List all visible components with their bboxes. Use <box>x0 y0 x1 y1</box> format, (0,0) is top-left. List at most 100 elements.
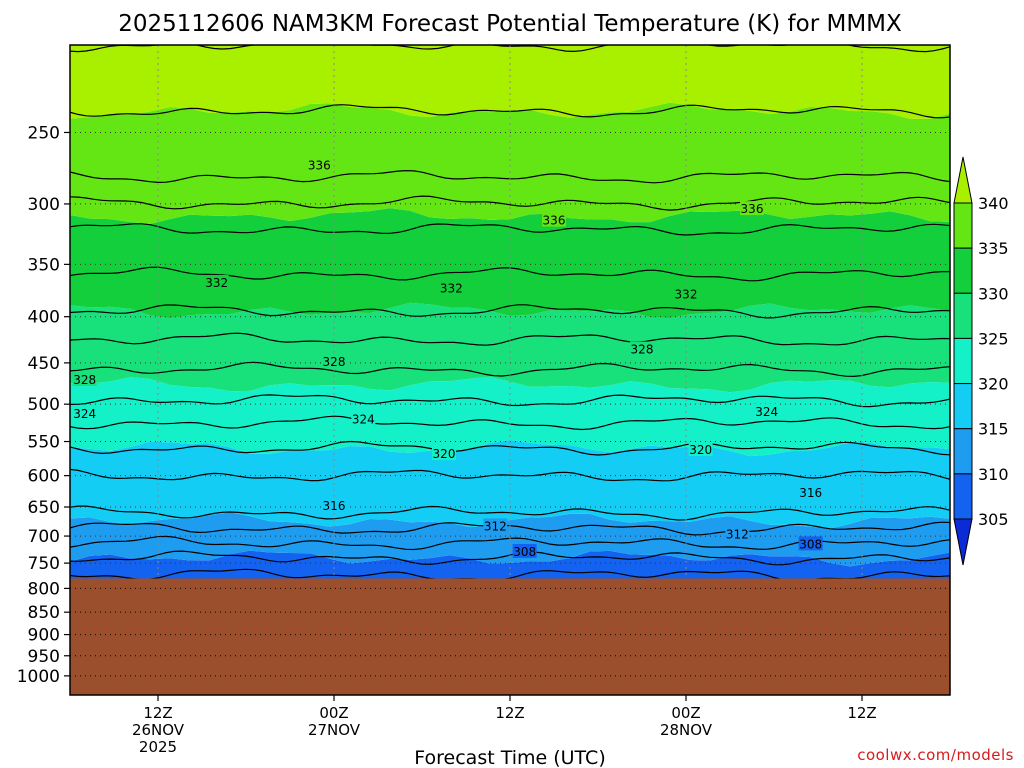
colorbar-label-310: 310 <box>978 465 1009 484</box>
credit-text: coolwx.com/models <box>857 746 1014 764</box>
colorbar-label-315: 315 <box>978 420 1009 439</box>
contour-label-332: 332 <box>675 288 698 302</box>
contour-label-324: 324 <box>352 413 375 427</box>
contour-label-324: 324 <box>755 405 778 419</box>
y-tick-label-600: 600 <box>28 467 60 487</box>
x-tick-label-6-0: 12Z <box>143 704 172 722</box>
x-tick-label-30-0: 12Z <box>495 704 524 722</box>
contour-label-bg <box>351 411 376 426</box>
contour-label-bg <box>72 406 97 421</box>
contour-label-bg <box>688 441 713 456</box>
contour-label-bg <box>630 341 654 356</box>
fill-band-5 <box>70 302 950 393</box>
contour-330 <box>70 304 950 319</box>
contour-320 <box>70 440 950 456</box>
terrain-fill <box>70 578 950 695</box>
contour-label-308: 308 <box>513 545 536 559</box>
contour-label-bg <box>432 446 456 461</box>
y-tick-label-1000: 1000 <box>17 667 60 687</box>
y-tick-label-350: 350 <box>28 255 60 275</box>
y-tick-label-450: 450 <box>28 354 60 374</box>
colorbar-label-340: 340 <box>978 194 1009 213</box>
contour-label-bg <box>307 157 332 172</box>
contour-label-328: 328 <box>323 355 346 369</box>
y-tick-label-750: 750 <box>28 554 60 574</box>
contour-label-316: 316 <box>799 486 822 500</box>
y-tick-label-900: 900 <box>28 626 60 646</box>
colorbar-label-325: 325 <box>978 329 1009 348</box>
y-tick-label-650: 650 <box>28 498 60 518</box>
chart-title: 2025112606 NAM3KM Forecast Potential Tem… <box>118 11 902 37</box>
contour-label-308: 308 <box>799 537 822 551</box>
contour-label-bg <box>483 518 508 533</box>
contour-label-bg <box>72 371 97 386</box>
contour-labels: 336 336 336 332 332 332 328 328 328 324 324 324 320 3… <box>72 157 823 559</box>
colorbar-segment-1 <box>953 247 973 294</box>
colorbar-segment-5 <box>953 428 973 475</box>
y-axis-ticks: 250 300 350 400 450 500 550 600 650 700 750 800 850 9… <box>17 123 70 687</box>
colorbar-segment-3 <box>953 337 973 385</box>
colorbar-label-320: 320 <box>978 375 1009 394</box>
contour-316 <box>70 505 950 521</box>
y-tick-label-850: 850 <box>28 603 60 623</box>
x-tick-label-18-0: 00Z <box>319 704 348 722</box>
x-axis-label: Forecast Time (UTC) <box>414 747 605 768</box>
y-tick-label-300: 300 <box>28 195 60 215</box>
y-tick-label-950: 950 <box>28 647 60 667</box>
x-tick-label-42-0: 00Z <box>671 704 700 722</box>
contour-label-bg <box>204 274 229 289</box>
contour-label-320: 320 <box>433 447 456 461</box>
fill-band-2 <box>70 512 950 567</box>
x-tick-label-6-2: 2025 <box>139 738 177 756</box>
y-tick-label-550: 550 <box>28 433 60 453</box>
contour-label-332: 332 <box>440 281 463 295</box>
colorbar-segment-6 <box>953 473 973 520</box>
colorbar-segment-2 <box>953 292 973 339</box>
contour-label-336: 336 <box>741 202 764 216</box>
contour-label-bg <box>754 403 779 418</box>
x-tick-label-42-1: 28NOV <box>660 721 713 739</box>
contour-label-bg <box>322 354 346 369</box>
colorbar-segment-4 <box>953 383 973 430</box>
contour-label-316: 316 <box>323 499 346 513</box>
contour-label-bg <box>512 543 537 558</box>
contour-label-bg <box>674 286 698 301</box>
contour-label-336: 336 <box>543 214 566 228</box>
contour-label-bg <box>322 497 346 512</box>
colorbar-label-305: 305 <box>978 510 1009 529</box>
y-tick-label-400: 400 <box>28 308 60 328</box>
colorbar-label-335: 335 <box>978 239 1009 258</box>
y-tick-label-800: 800 <box>28 579 60 599</box>
contour-label-bg <box>439 280 464 295</box>
contour-label-bg <box>542 212 566 227</box>
contour-label-320: 320 <box>689 443 712 457</box>
y-tick-label-500: 500 <box>28 395 60 415</box>
contour-label-336: 336 <box>308 159 331 173</box>
x-tick-label-54-0: 12Z <box>847 704 876 722</box>
contour-label-312: 312 <box>484 519 507 533</box>
contour-318 <box>70 468 950 482</box>
contour-label-324: 324 <box>73 407 96 421</box>
colorbar-extend-high <box>953 156 973 204</box>
contour-label-332: 332 <box>205 276 228 290</box>
contour-label-bg <box>798 484 823 499</box>
colorbar-label-330: 330 <box>978 284 1009 303</box>
contour-336 <box>70 195 950 211</box>
contour-label-312: 312 <box>726 527 749 541</box>
y-tick-label-250: 250 <box>28 123 60 143</box>
colorbar-extend-low <box>953 518 973 566</box>
x-tick-label-6-1: 26NOV <box>132 721 185 739</box>
contour-label-328: 328 <box>73 373 96 387</box>
contour-label-bg <box>725 526 750 541</box>
contour-label-328: 328 <box>631 343 654 357</box>
colorbar-segment-0 <box>953 202 973 249</box>
terrain-mask <box>70 578 950 695</box>
contour-label-bg <box>798 536 823 551</box>
colorbar: 340 335 330 325 320 315 310 305 <box>953 156 1009 566</box>
x-tick-label-18-1: 27NOV <box>308 721 361 739</box>
plot-area: 336 336 336 332 332 332 328 328 328 324 324 324 320 3… <box>70 45 950 695</box>
fill-band-6 <box>70 208 950 319</box>
y-tick-label-700: 700 <box>28 527 60 547</box>
